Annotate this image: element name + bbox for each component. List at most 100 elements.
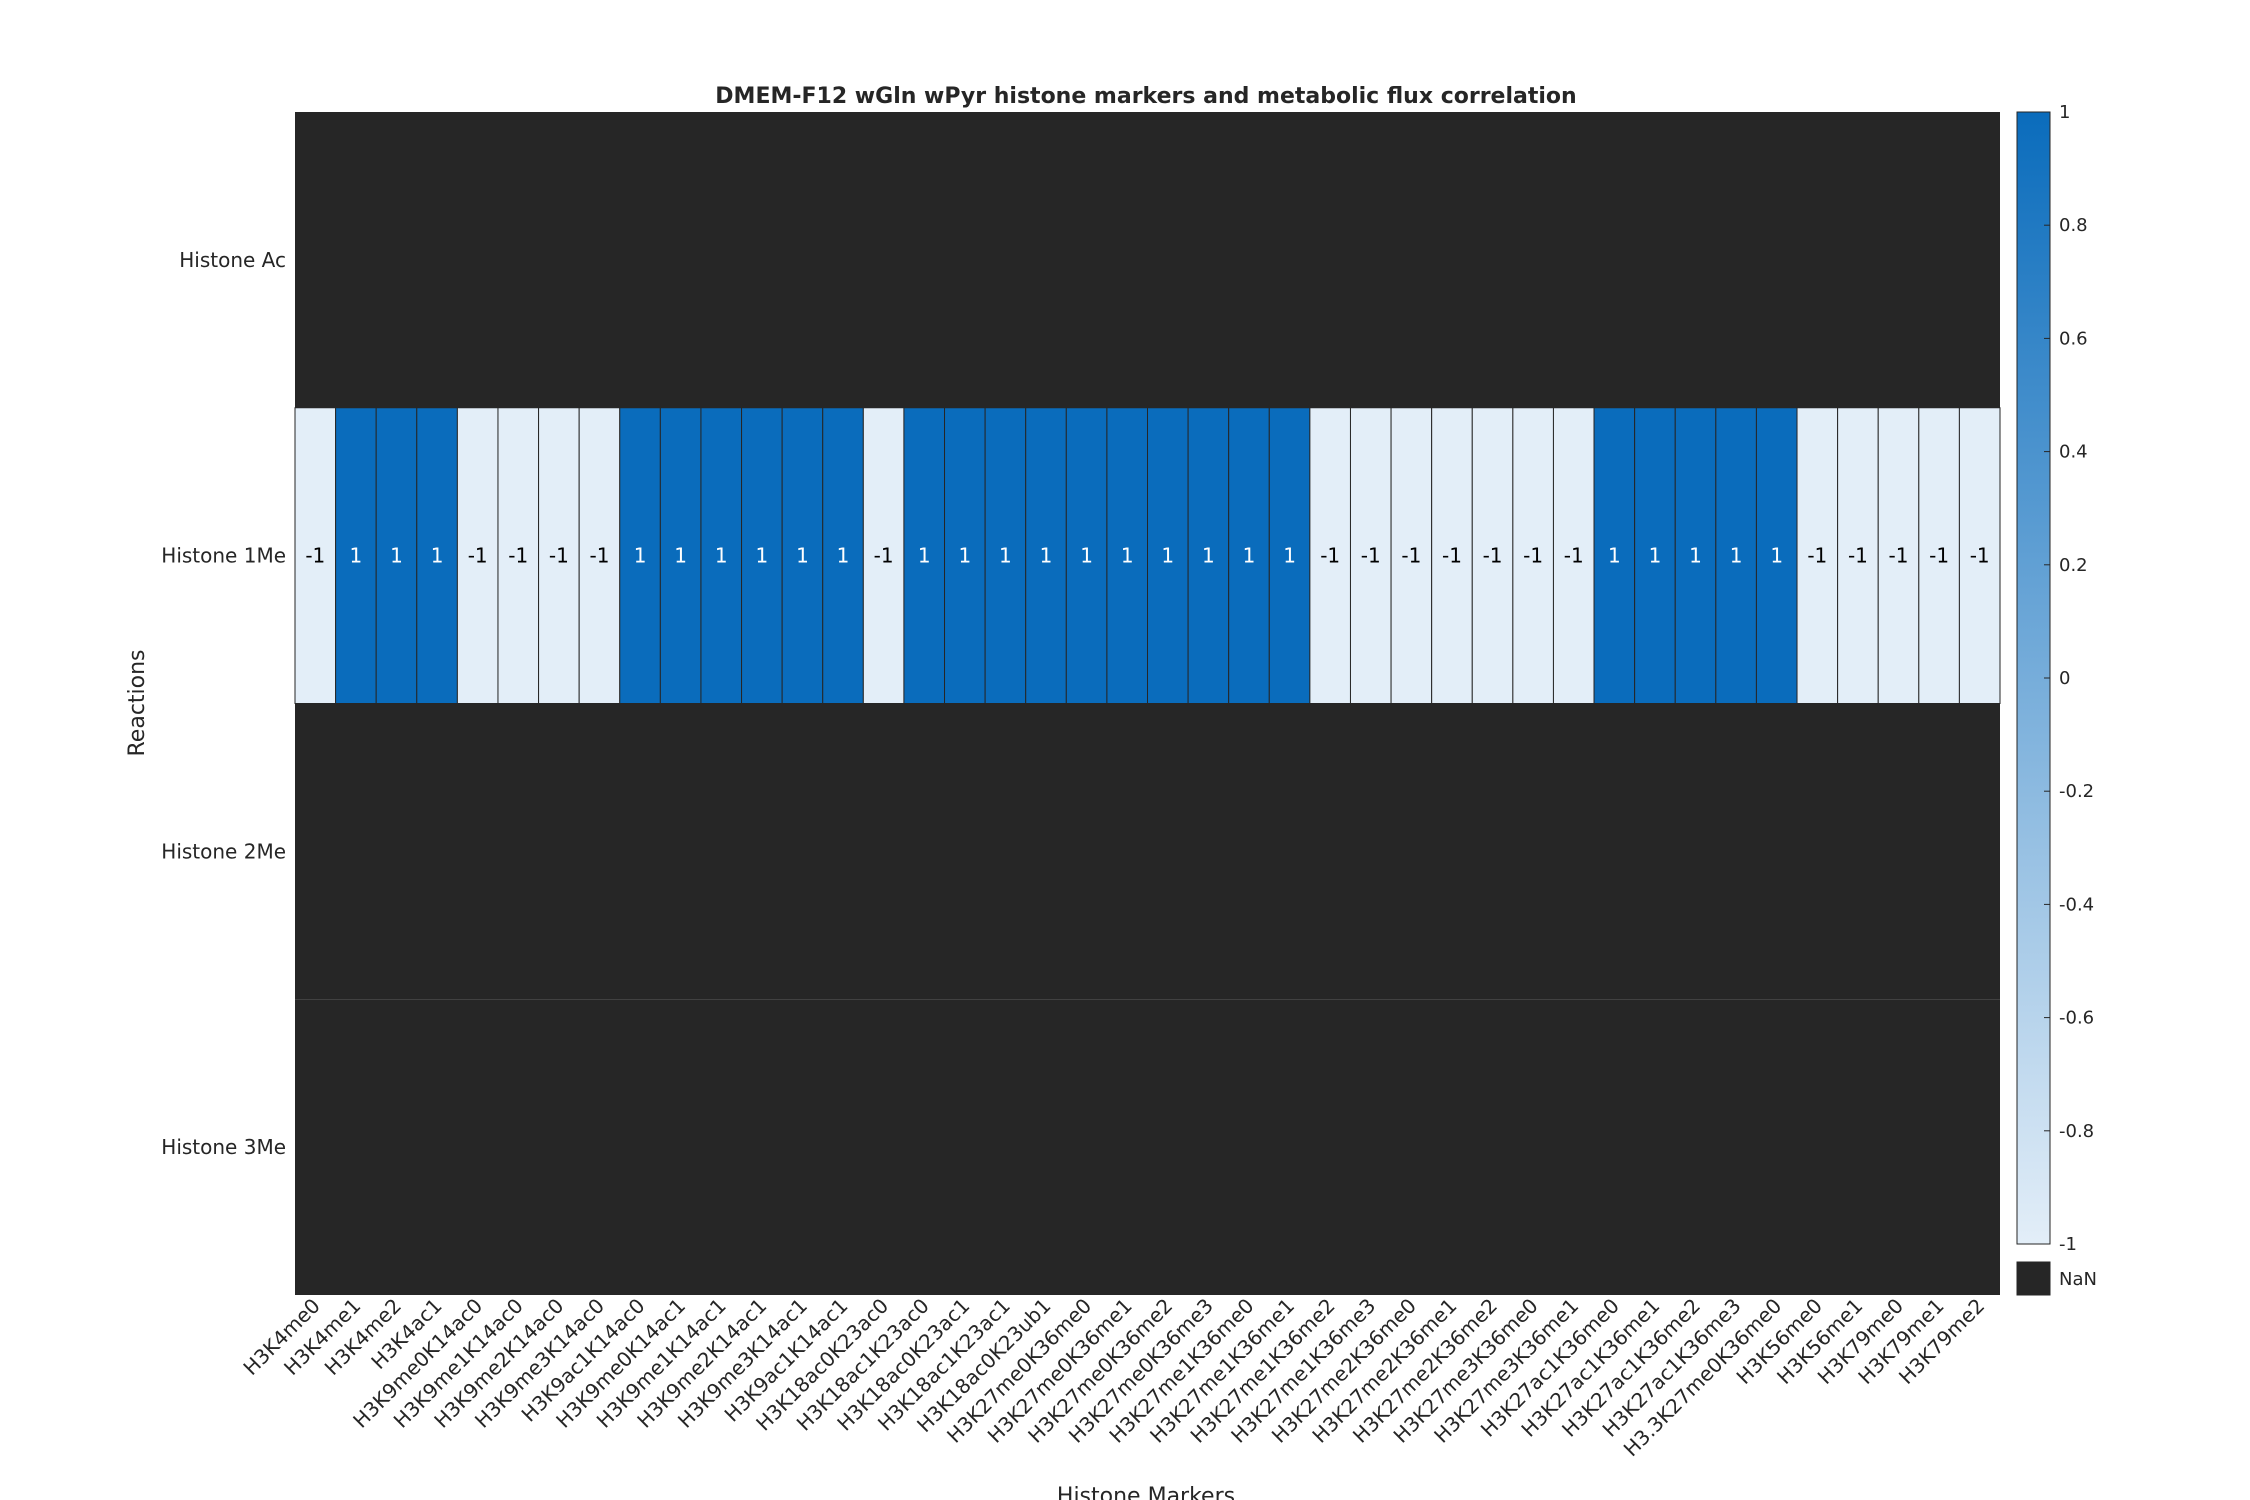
heatmap-cell [578, 407, 621, 704]
colorbar-ticks: 1 0.8 0.6 0.4 0.2 0 -0.2 -0.4 -0.6 -0.8 -1 [2044, 102, 2094, 1255]
cell-value-label: 1 [1608, 544, 1621, 568]
heatmap-cell [822, 407, 864, 704]
cell-value-label: 1 [1243, 544, 1256, 568]
cell-value-label: -1 [1970, 544, 1990, 568]
heatmap-cell [295, 703, 2000, 1000]
heatmap-cell [741, 407, 783, 704]
cell-value-label: 1 [1121, 544, 1134, 568]
y-tick-label: Histone Ac [179, 248, 286, 272]
cell-value-label: 1 [918, 544, 931, 568]
cell-value-label: 1 [715, 544, 728, 568]
cell-value-label: -1 [589, 544, 609, 568]
x-axis-label: Histone Markers [1057, 1484, 1235, 1500]
colorbar-tick-label: -0.4 [2059, 894, 2094, 915]
heatmap-cell [538, 407, 580, 704]
heatmap-cell [1512, 407, 1554, 704]
heatmap-cell [862, 407, 905, 704]
heatmap-cell [295, 112, 2000, 408]
chart-title: DMEM-F12 wGln wPyr histone markers and m… [715, 84, 1576, 109]
cell-value-label: -1 [305, 544, 325, 568]
cell-value-label: 1 [958, 544, 971, 568]
heatmap-cell [1918, 407, 1960, 704]
cell-value-label: -1 [1848, 544, 1868, 568]
heatmap-cells [294, 112, 2001, 1295]
cell-value-label: -1 [1889, 544, 1909, 568]
cell-value-label: 1 [674, 544, 687, 568]
colorbar-tick-label: 0.8 [2059, 215, 2088, 236]
heatmap-cell [619, 407, 661, 704]
cell-value-label: 1 [1770, 544, 1783, 568]
heatmap-cell [1431, 407, 1473, 704]
cell-value-label: -1 [1929, 544, 1949, 568]
colorbar-tick-label: -0.6 [2059, 1008, 2094, 1029]
cell-value-label: 1 [1283, 544, 1296, 568]
heatmap-cell [295, 999, 2000, 1295]
y-tick-label: Histone 2Me [161, 839, 286, 863]
colorbar-tick-label: -0.2 [2059, 781, 2094, 802]
heatmap-cell [903, 407, 946, 704]
cell-value-label: 1 [999, 544, 1012, 568]
y-tick-label: Histone 1Me [161, 544, 286, 568]
heatmap-cell [1228, 407, 1270, 704]
cell-value-label: -1 [549, 544, 569, 568]
heatmap-cell [1471, 407, 1514, 704]
cell-value-label: 1 [1730, 544, 1743, 568]
colorbar: 1 0.8 0.6 0.4 0.2 0 -0.2 -0.4 -0.6 -0.8 -1 NaN [2016, 102, 2097, 1296]
cell-value-label: 1 [1080, 544, 1093, 568]
cell-value-label: -1 [1320, 544, 1340, 568]
cell-value-label: -1 [1361, 544, 1381, 568]
y-tick-labels: Histone Ac Histone 1Me Histone 2Me Histone … [161, 248, 286, 1159]
cell-value-label: 1 [634, 544, 647, 568]
cell-value-label: -1 [874, 544, 894, 568]
cell-value-label: 1 [1161, 544, 1174, 568]
cell-value-label: 1 [390, 544, 403, 568]
x-tick-labels: H3K4me0H3K4me1H3K4me2H3K4ac1H3K9me0K14ac… [238, 1294, 1989, 1462]
heatmap-cell [375, 407, 418, 704]
colorbar-tick-label: 1 [2059, 102, 2070, 123]
heatmap-cell [1187, 407, 1230, 704]
cell-value-label: -1 [1523, 544, 1543, 568]
heatmap-cell [1106, 407, 1149, 704]
cell-value-label: 1 [755, 544, 768, 568]
cell-value-label: -1 [1401, 544, 1421, 568]
heatmap-cell [659, 407, 702, 704]
heatmap-cell [944, 407, 986, 704]
colorbar-tick-label: 0.2 [2059, 555, 2088, 576]
heatmap-cell [1715, 407, 1757, 704]
colorbar-tick-label: 0.4 [2059, 442, 2088, 463]
colorbar-tick-label: 0.6 [2059, 328, 2088, 349]
cell-value-label: 1 [350, 544, 363, 568]
cell-value-label: -1 [1564, 544, 1584, 568]
y-tick-label: Histone 3Me [161, 1135, 286, 1159]
cell-value-label: -1 [1442, 544, 1462, 568]
cell-value-label: 1 [1202, 544, 1215, 568]
colorbar-tick-label: -1 [2059, 1234, 2077, 1255]
cell-value-label: -1 [508, 544, 528, 568]
heatmap-cell [1796, 407, 1839, 704]
heatmap-cell [1309, 407, 1351, 704]
heatmap-cell [1065, 407, 1108, 704]
y-axis-label: Reactions [125, 649, 150, 756]
heatmap-cell [294, 407, 337, 704]
cell-value-label: 1 [1649, 544, 1662, 568]
nan-legend-label: NaN [2059, 1269, 2097, 1290]
colorbar-tick-label: 0 [2059, 668, 2070, 689]
cell-value-label: -1 [468, 544, 488, 568]
heatmap-cell-labels: -1 1 1 1 -1 -1 -1 -1 1 1 1 1 1 1 -1 1 1 1 1 1 1 1 1 1 1 -1 -1 -1 -1-… [305, 544, 1989, 568]
colorbar-tick-label: -0.8 [2059, 1121, 2094, 1142]
cell-value-label: -1 [1807, 544, 1827, 568]
cell-value-label: 1 [837, 544, 850, 568]
cell-value-label: 1 [1689, 544, 1702, 568]
nan-legend-swatch [2016, 1261, 2051, 1296]
heatmap-cell [1674, 407, 1717, 704]
heatmap-cell [1025, 407, 1067, 704]
heatmap-cell [984, 407, 1027, 704]
cell-value-label: -1 [1483, 544, 1503, 568]
cell-value-label: 1 [431, 544, 444, 568]
heatmap-cell [1147, 407, 1189, 704]
cell-value-label: 1 [1040, 544, 1053, 568]
heatmap-cell [1268, 407, 1311, 704]
heatmap-cell [1958, 407, 2001, 704]
heatmap-cell [1837, 407, 1879, 704]
